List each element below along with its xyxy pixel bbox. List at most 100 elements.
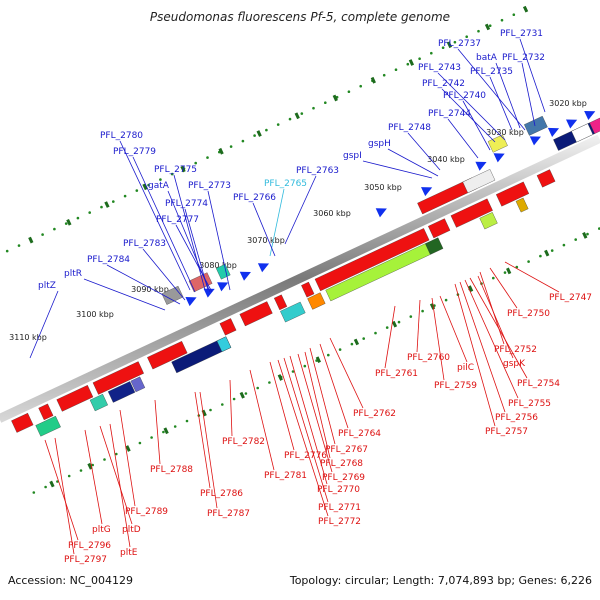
minus-gene-label: pilC <box>457 363 474 373</box>
inner-tick-track-dot <box>173 425 177 428</box>
plus-strand-arrow <box>547 127 560 137</box>
plus-label-line <box>106 264 181 305</box>
outer-tick-track-dot <box>394 68 398 71</box>
minus-gene-row2 <box>89 393 108 412</box>
inner-tick-track-dot <box>586 232 589 236</box>
outer-tick-track-dot <box>135 189 139 192</box>
minus-label-line <box>304 351 331 459</box>
minus-gene-row2 <box>216 336 232 352</box>
plus-gene-label: PFL_2742 <box>422 79 465 89</box>
inner-major-tick <box>315 356 322 364</box>
minus-label-line <box>297 353 333 473</box>
inner-tick-track-dot <box>67 474 71 478</box>
inner-tick-track-dot <box>44 485 47 489</box>
inner-tick-track-dot <box>32 491 36 494</box>
minus-gene-label: PFL_2797 <box>64 555 107 565</box>
inner-tick-track-dot <box>268 381 271 384</box>
plus-gene-label: pltZ <box>38 281 56 291</box>
inner-major-tick <box>391 320 398 328</box>
outer-tick-track-dot <box>123 194 127 198</box>
minus-gene-label: PFL_2762 <box>353 409 396 419</box>
outer-tick-track-dot <box>64 222 68 225</box>
plus-gene <box>589 109 600 134</box>
minus-gene-row2 <box>280 301 306 323</box>
plus-gene-label: PFL_2740 <box>443 91 486 101</box>
minus-gene-label: PFL_2750 <box>507 309 550 319</box>
outer-tick-track-dot <box>288 117 292 121</box>
outer-tick-track-dot <box>88 211 91 214</box>
plus-strand-arrow <box>584 110 596 121</box>
plus-label-line <box>441 88 496 143</box>
kbp-tick-label: 3110 kbp <box>9 333 47 342</box>
minus-label-line <box>54 437 75 555</box>
inner-tick-track-dot <box>256 386 260 390</box>
outer-tick-track-dot <box>147 183 150 187</box>
plus-gene-label: PFL_2784 <box>87 255 130 265</box>
inner-tick-track-dot <box>409 315 413 318</box>
minus-label-line <box>464 279 519 399</box>
kbp-tick-label: 3090 kbp <box>131 285 169 294</box>
outer-tick-track-dot <box>170 172 174 176</box>
plus-gene-label: PFL_2774 <box>165 199 208 209</box>
minus-label-line <box>194 391 211 489</box>
map-title: Pseudomonas fluorescens Pf-5, complete g… <box>149 10 451 24</box>
outer-tick-track-dot <box>359 84 363 88</box>
plus-label-line <box>495 62 521 129</box>
minus-label-line <box>269 361 295 451</box>
outer-tick-track-dot <box>241 139 245 143</box>
plus-gene-label: PFL_2783 <box>123 239 166 249</box>
minus-gene-label: PFL_2786 <box>200 489 243 499</box>
plus-gene-label: PFL_2766 <box>233 193 276 203</box>
plus-gene <box>524 115 548 136</box>
plus-label-line <box>457 48 526 131</box>
minus-label-line <box>469 277 528 379</box>
minus-label-line <box>199 391 218 509</box>
kbp-tick-label: 3050 kbp <box>364 183 402 192</box>
outer-major-tick <box>446 41 453 49</box>
minus-gene-label: PFL_2767 <box>325 445 368 455</box>
kbp-tick-label: 3060 kbp <box>313 209 351 218</box>
plus-gene-label: gspH <box>368 139 391 149</box>
minus-gene <box>56 385 94 412</box>
outer-tick-track-dot <box>53 227 56 231</box>
outer-tick-track-dot <box>76 216 80 220</box>
outer-tick-track-dot <box>430 51 433 55</box>
plus-label-line <box>184 208 209 291</box>
minus-label-line <box>229 379 233 437</box>
outer-major-tick <box>28 236 34 244</box>
inner-major-tick <box>49 480 55 488</box>
inner-tick-track-dot <box>492 276 495 280</box>
outer-tick-track-dot <box>500 18 504 22</box>
outer-major-tick <box>66 218 72 226</box>
plus-label-line <box>252 202 276 257</box>
outer-tick-track-dot <box>347 90 351 93</box>
topology-text: Topology: circular; Length: 7,074,893 bp… <box>289 574 592 587</box>
inner-major-tick <box>239 391 245 399</box>
plus-gene <box>571 123 594 143</box>
inner-tick-track-dot <box>527 260 530 263</box>
outer-major-tick <box>142 183 148 191</box>
plus-strand-arrow <box>257 263 270 273</box>
plus-gene-label: PFL_2737 <box>438 39 481 49</box>
outer-tick-track-dot <box>265 128 268 132</box>
inner-major-tick <box>125 445 131 452</box>
plus-label-line <box>269 188 285 257</box>
plus-label-line <box>447 118 479 159</box>
plus-strand-arrow <box>421 187 433 197</box>
plus-label-line <box>132 156 196 293</box>
minus-gene-label: PFL_2757 <box>485 427 528 437</box>
outer-tick-track-dot <box>276 123 280 126</box>
plus-gene-label: PFL_2775 <box>154 165 197 175</box>
plus-gene-label: PFL_2744 <box>428 109 471 119</box>
inner-tick-track-dot <box>291 370 295 373</box>
outer-major-tick <box>332 94 338 102</box>
inner-tick-track-dot <box>185 419 189 423</box>
inner-major-tick <box>544 249 550 257</box>
outer-tick-track-dot <box>406 62 410 66</box>
minus-gene-label: PFL_2781 <box>264 471 307 481</box>
minus-gene-label: PFL_2782 <box>222 437 265 447</box>
minus-gene <box>273 294 288 311</box>
inner-major-tick <box>163 427 169 435</box>
kbp-tick-label: 3020 kbp <box>549 99 587 108</box>
